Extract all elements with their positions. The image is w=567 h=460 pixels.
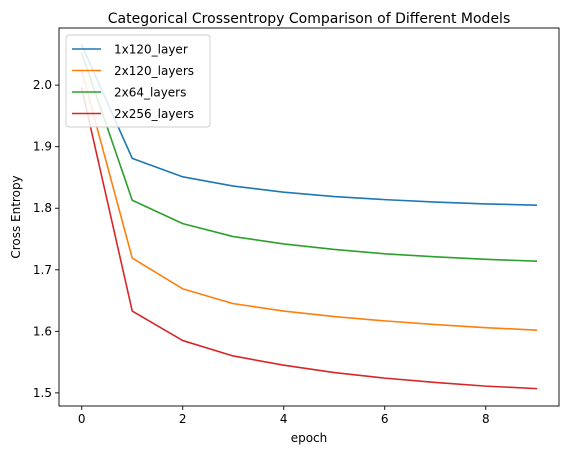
x-tick-label: 6 [381,412,389,426]
x-axis: 0 2 4 6 8 [78,406,490,426]
series-line-2x64_layers [80,52,538,262]
y-tick-label: 1.9 [33,140,52,154]
y-tick-label: 1.8 [33,201,52,215]
series-line-1x120_layer [80,44,538,206]
y-axis: 1.5 1.6 1.7 1.8 1.9 2.0 [33,78,59,400]
y-axis-label: Cross Entropy [9,175,23,258]
legend: 1x120_layer 2x120_layers 2x64_layers 2x256_… [65,34,211,128]
y-tick-label: 2.0 [33,78,52,92]
x-axis-label: epoch [291,431,328,445]
x-tick-label: 8 [482,412,490,426]
legend-box [65,34,211,128]
x-tick-label: 0 [78,412,86,426]
legend-label: 2x120_layers [114,64,194,78]
series-line-2x120_layers [80,69,538,331]
x-tick-label: 2 [179,412,187,426]
y-tick-label: 1.5 [33,386,52,400]
legend-label: 1x120_layer [114,43,188,57]
legend-label: 2x256_layers [114,107,194,121]
y-tick-label: 1.6 [33,324,52,338]
y-tick-label: 1.7 [33,263,52,277]
plot-area [80,44,538,390]
plot-frame [58,27,560,407]
x-tick-label: 4 [280,412,288,426]
chart-title: Categorical Crossentropy Comparison of D… [108,11,511,27]
series-line-2x256_layers [80,87,538,390]
legend-label: 2x64_layers [114,86,186,100]
